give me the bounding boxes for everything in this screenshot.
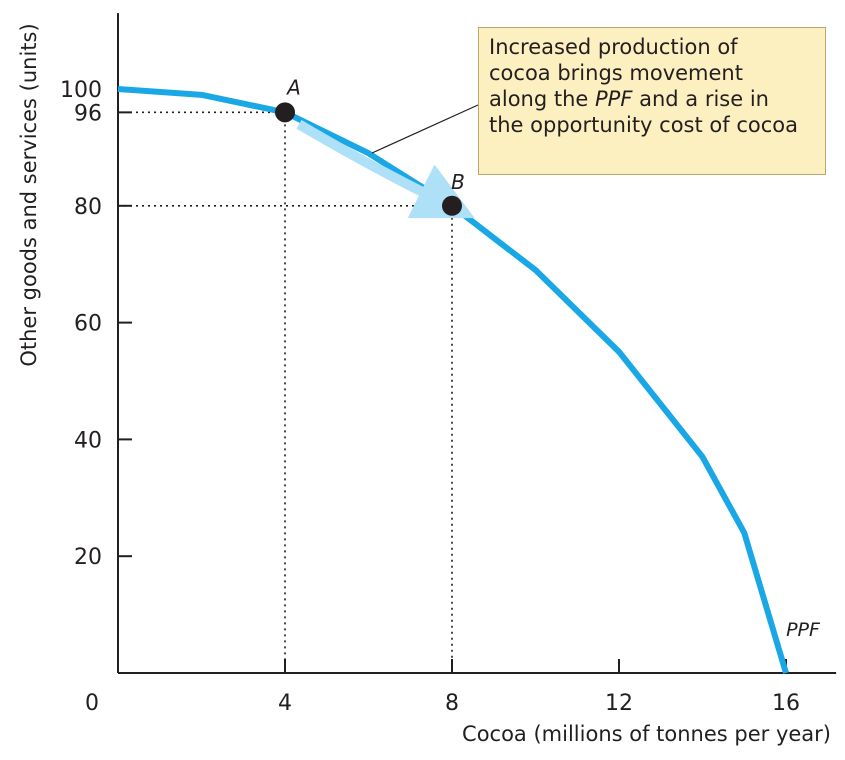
x-tick-label: 8 — [445, 691, 459, 716]
point-a — [275, 102, 295, 123]
x-tick-label: 16 — [772, 691, 800, 716]
point-label: B — [451, 170, 465, 194]
annotation-text: along the — [489, 87, 596, 111]
annotation-box: Increased production of cocoa brings mov… — [478, 27, 826, 175]
ppf-label: PPF — [786, 619, 821, 641]
annotation-text: the opportunity cost of cocoa — [489, 113, 798, 137]
ppf-curve — [117, 86, 789, 674]
y-tick-label: 80 — [74, 195, 102, 220]
annotation-leader-line — [371, 104, 479, 154]
y-axis-label: Other goods and services (units) — [17, 23, 41, 366]
point-label: A — [285, 75, 301, 99]
annotation-text-italic: PPF — [595, 87, 633, 111]
annotation-line-1: Increased production of — [489, 34, 815, 60]
y-tick-label: 96 — [74, 101, 102, 126]
annotation-line-3: along the PPF and a rise in — [489, 86, 815, 112]
point-b — [442, 195, 462, 216]
annotation-line-4: the opportunity cost of cocoa — [489, 112, 815, 138]
movement-arrow — [296, 120, 475, 219]
annotation-text: Increased production of — [489, 35, 738, 59]
x-tick-label: 12 — [605, 691, 633, 716]
annotation-text: and a rise in — [632, 87, 769, 111]
y-tick-label: 60 — [74, 312, 102, 337]
annotation-line-2: cocoa brings movement — [489, 60, 815, 86]
annotation-text: cocoa brings movement — [489, 61, 743, 85]
y-tick-label: 100 — [60, 78, 102, 103]
y-tick-label: 40 — [74, 428, 102, 453]
y-tick-label: 20 — [74, 545, 102, 570]
x-axis-label: Cocoa (millions of tonnes per year) — [462, 722, 831, 746]
origin-label: 0 — [85, 691, 99, 716]
x-tick-label: 4 — [278, 691, 292, 716]
